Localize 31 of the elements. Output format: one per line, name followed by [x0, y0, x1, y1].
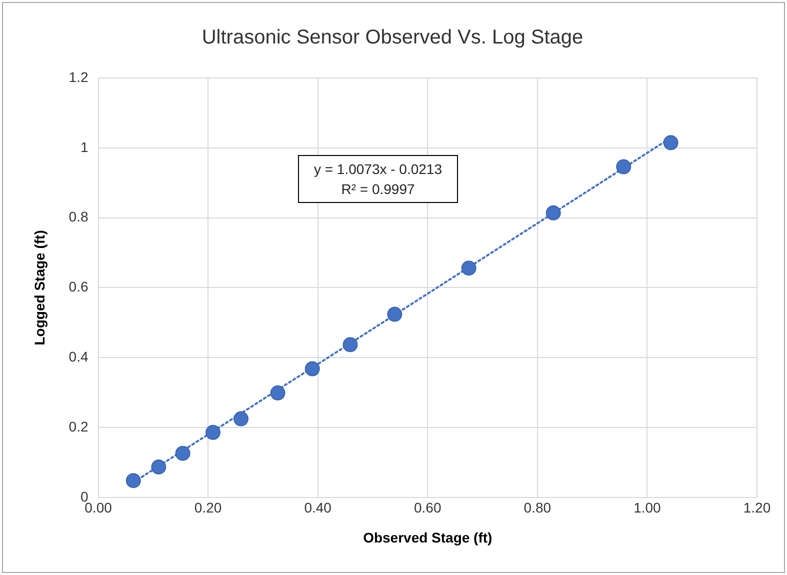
point	[387, 306, 402, 322]
y-tick-label: 1.2	[68, 68, 88, 85]
point	[304, 361, 320, 376]
chart-title: Ultrasonic Sensor Observed Vs. Log Stage	[202, 26, 584, 49]
x-tick-label: 1.20	[743, 500, 771, 516]
x-tick-label: 1.00	[634, 500, 662, 516]
x-tick-label: 0.20	[194, 500, 222, 516]
x-tick-label: 0.80	[524, 500, 552, 516]
point	[342, 337, 358, 352]
point	[616, 159, 632, 174]
y-tick-label: 0.4	[68, 348, 88, 364]
annotation: y = 1.0073x - 0.0213	[312, 160, 444, 179]
y-tick-label: 0.6	[68, 278, 88, 295]
point	[175, 446, 190, 461]
x-tick-label: 0.60	[414, 500, 442, 516]
y-tick-label: 0	[80, 488, 88, 504]
x-axis-title: Observed Stage (ft)	[363, 529, 492, 546]
point	[663, 135, 678, 150]
point	[233, 411, 248, 426]
annotation: R² = 0.9997	[340, 180, 416, 199]
y-tick-label: 0.8	[68, 208, 88, 225]
y-tick-label: 1	[80, 138, 88, 155]
point	[126, 473, 141, 488]
point	[205, 424, 220, 440]
x-tick-label: 0.40	[304, 500, 332, 516]
y-axis-title: Logged Stage (ft)	[31, 230, 48, 346]
point	[270, 385, 286, 400]
point	[546, 205, 561, 220]
y-tick-label: 0.2	[68, 418, 88, 434]
point	[461, 260, 476, 276]
point	[151, 459, 166, 474]
